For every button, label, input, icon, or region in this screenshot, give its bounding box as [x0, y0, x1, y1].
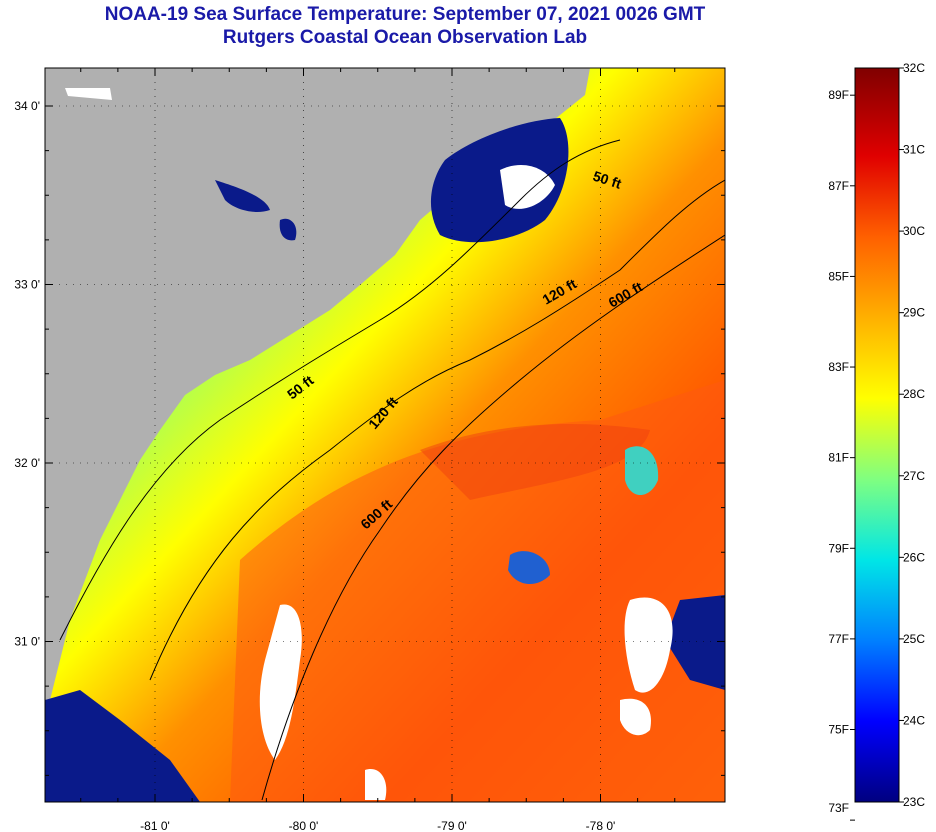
contour-120ft	[149, 179, 725, 681]
colorbar	[854, 67, 900, 803]
colorbar-fahrenheit-label: 81F	[828, 451, 849, 465]
colorbar-celsius-label: 25C	[903, 632, 925, 646]
cold-water-area	[430, 118, 569, 243]
colorbar-celsius-label: 28C	[903, 387, 925, 401]
lon-tick-label: -79 0'	[437, 819, 467, 832]
colorbar-labels: 32C 31C 30C 29C 28C 27C 26C 25C 24C 23C 89F 87F 85F 8…	[828, 61, 925, 821]
colorbar-celsius-label: 30C	[903, 224, 925, 238]
cold-water-corner	[45, 690, 200, 802]
cloud-patch	[624, 597, 673, 693]
map-title: NOAA-19 Sea Surface Temperature: Septemb…	[104, 4, 706, 25]
inland-water	[215, 180, 270, 212]
colorbar-celsius-label: 29C	[903, 306, 925, 320]
cool-eddy	[625, 446, 659, 495]
colorbar-celsius-label: 32C	[903, 61, 925, 75]
lat-tick-label: 31 0'	[14, 635, 40, 649]
lat-tick-label: 32 0'	[14, 456, 40, 470]
colorbar-fahrenheit-label: 75F	[828, 723, 849, 737]
lon-tick-label: -81 0'	[140, 819, 170, 832]
cloud-patch	[620, 698, 651, 736]
colorbar-fahrenheit-label: 73F	[828, 801, 849, 815]
colorbar-celsius-label: 23C	[903, 795, 925, 809]
map-axes: -81 0' -80 0' -79 0' -78 0' 34 0' 33 0' 32 0' 3…	[14, 68, 725, 832]
colorbar-fahrenheit-label: 85F	[828, 269, 849, 283]
warm-water-area	[230, 380, 725, 802]
cloud-patch	[259, 604, 302, 760]
map-subtitle: Rutgers Coastal Ocean Observation Lab	[222, 27, 588, 48]
colorbar-fahrenheit-label: 79F	[828, 541, 849, 555]
inland-water	[279, 218, 297, 241]
cloud-patch	[365, 769, 387, 800]
map-area	[45, 68, 725, 802]
land-area	[45, 68, 590, 720]
contour-600ft	[261, 234, 725, 801]
colorbar-celsius-label: 26C	[903, 550, 925, 564]
cloud-patch	[65, 88, 112, 100]
contour-50ft	[59, 139, 621, 641]
colorbar-fahrenheit-label: 77F	[828, 632, 849, 646]
lon-tick-label: -80 0'	[289, 819, 319, 832]
map-frame	[44, 67, 726, 803]
colorbar-fahrenheit-label: 89F	[828, 88, 849, 102]
cold-water-east	[665, 595, 725, 690]
gulf-stream-core	[420, 424, 650, 500]
colorbar-celsius-label: 27C	[903, 469, 925, 483]
lon-tick-label: -78 0'	[586, 819, 616, 832]
lat-tick-label: 34 0'	[14, 99, 40, 113]
colorbar-celsius-label: 24C	[903, 713, 925, 727]
cold-eddy	[508, 551, 550, 585]
cloud-area	[500, 165, 555, 209]
colorbar-fahrenheit-label: 83F	[828, 360, 849, 374]
colorbar-celsius-label: 31C	[903, 143, 925, 157]
colorbar-fahrenheit-label: 87F	[828, 179, 849, 193]
lat-tick-label: 33 0'	[14, 278, 40, 292]
